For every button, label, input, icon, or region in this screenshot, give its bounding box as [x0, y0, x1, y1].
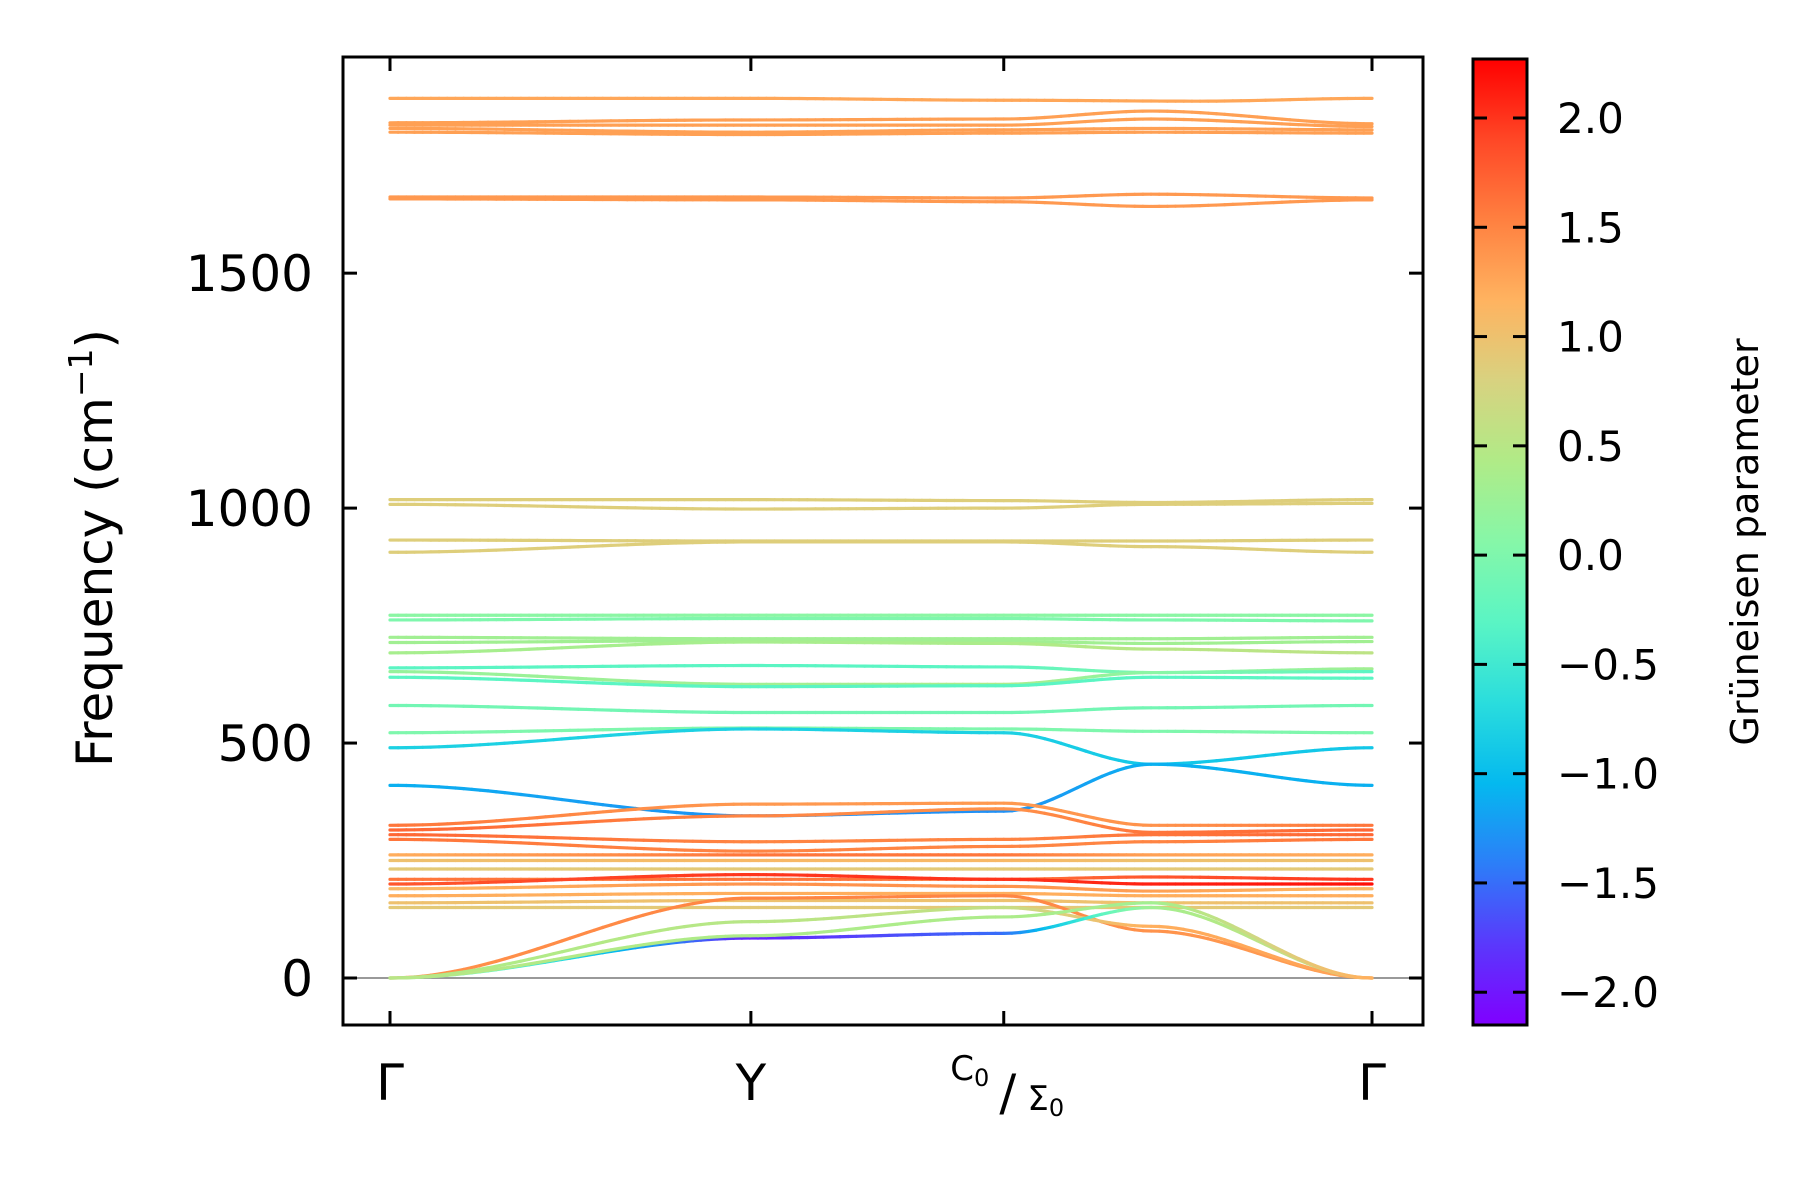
colorbar-tick-label: 2.0 — [1557, 94, 1624, 143]
band-line-band-40 — [388, 901, 1374, 980]
x-tick-label-slash: / — [999, 1064, 1016, 1122]
y-axis-label-main: Frequency (cm — [66, 397, 124, 767]
band-line-band-7 — [388, 197, 1374, 209]
band-line-band-16 — [388, 640, 1374, 655]
band-line-band-31 — [388, 875, 1374, 881]
x-tick-label-top: C0 — [950, 1049, 989, 1092]
band-line-band-5 — [388, 130, 1374, 137]
band-line-band-11 — [388, 540, 1374, 554]
band-line-band-3 — [388, 117, 1374, 129]
x-tick-labels: Γ Y C0/Σ0 Γ — [376, 1049, 1386, 1122]
band-line-band-2 — [388, 109, 1374, 126]
band-line-band-4 — [388, 126, 1374, 134]
band-line-band-32 — [388, 873, 1374, 886]
colorbar-tick-labels: 2.0 1.5 1.0 0.5 0.0 −0.5 −1.0 −1.5 −2.0 — [1557, 94, 1659, 1017]
band-line-band-24 — [388, 801, 1374, 827]
plot-frame — [341, 55, 1425, 1027]
band-line-band-26 — [388, 833, 1374, 844]
band-line-band-34 — [388, 891, 1374, 898]
band-line-band-18 — [388, 670, 1374, 686]
colorbar-tick-label: 1.5 — [1557, 203, 1624, 252]
x-tick-label: Γ — [1358, 1054, 1386, 1112]
colorbar-tick-label: −0.5 — [1557, 640, 1659, 689]
band-line-band-14 — [388, 635, 1374, 641]
y-axis-label: Frequency (cm−1) — [61, 329, 124, 767]
colorbar-frame — [1471, 57, 1529, 1027]
band-line-band-9 — [388, 501, 1374, 511]
band-line-band-35 — [388, 898, 1374, 905]
band-line-band-33 — [388, 882, 1374, 893]
colorbar-label: Grüneisen parameter — [1723, 338, 1767, 746]
y-axis-label-exponent: −1 — [61, 348, 100, 397]
band-lines — [388, 96, 1374, 980]
y-tick-label: 500 — [218, 715, 313, 773]
band-line-band-19 — [388, 675, 1374, 689]
y-tick-label: 1000 — [186, 480, 313, 538]
colorbar: 2.0 1.5 1.0 0.5 0.0 −0.5 −1.0 −1.5 −2.0 Grüneise… — [1471, 57, 1767, 1027]
colorbar-tick-label: −2.0 — [1557, 968, 1659, 1017]
colorbar-tick-label: 1.0 — [1557, 313, 1624, 362]
band-line-band-20 — [388, 703, 1374, 715]
x-tick-label-top-letter: C — [950, 1049, 974, 1089]
colorbar-tick-label: −1.5 — [1557, 859, 1659, 908]
band-line-band-27 — [388, 837, 1374, 853]
x-tick-label: Γ — [376, 1054, 404, 1112]
y-tick-labels: 0 500 1000 1500 — [186, 245, 313, 1008]
y-axis-label-close: ) — [66, 329, 124, 349]
x-tick-label-bottom-sub: 0 — [1049, 1094, 1064, 1122]
colorbar-gradient — [1473, 59, 1527, 1025]
colorbar-tick-label: 0.5 — [1557, 422, 1624, 471]
band-line-band-8 — [388, 498, 1374, 505]
band-line-band-13 — [388, 616, 1374, 623]
colorbar-ticks — [1473, 116, 1527, 994]
band-line-band-21 — [388, 726, 1374, 735]
y-tick-label: 0 — [281, 950, 313, 1008]
band-line-band-22 — [388, 727, 1374, 766]
x-tick-label-bottom-letter: Σ — [1027, 1079, 1048, 1119]
colorbar-tick-label: −1.0 — [1557, 750, 1659, 799]
band-line-band-1 — [388, 96, 1374, 103]
y-tick-label: 1500 — [186, 245, 313, 303]
x-tick-label-split: C0/Σ0 — [950, 1049, 1064, 1122]
band-line-band-23 — [388, 762, 1374, 818]
band-line-band-25 — [388, 807, 1374, 834]
colorbar-tick-label: 0.0 — [1557, 531, 1624, 580]
axis-ticks — [343, 57, 1423, 1025]
x-tick-label-top-sub: 0 — [974, 1064, 989, 1092]
x-tick-label: Y — [735, 1054, 767, 1112]
band-line-band-6 — [388, 192, 1374, 200]
x-tick-label-bottom: Σ0 — [1027, 1079, 1064, 1122]
